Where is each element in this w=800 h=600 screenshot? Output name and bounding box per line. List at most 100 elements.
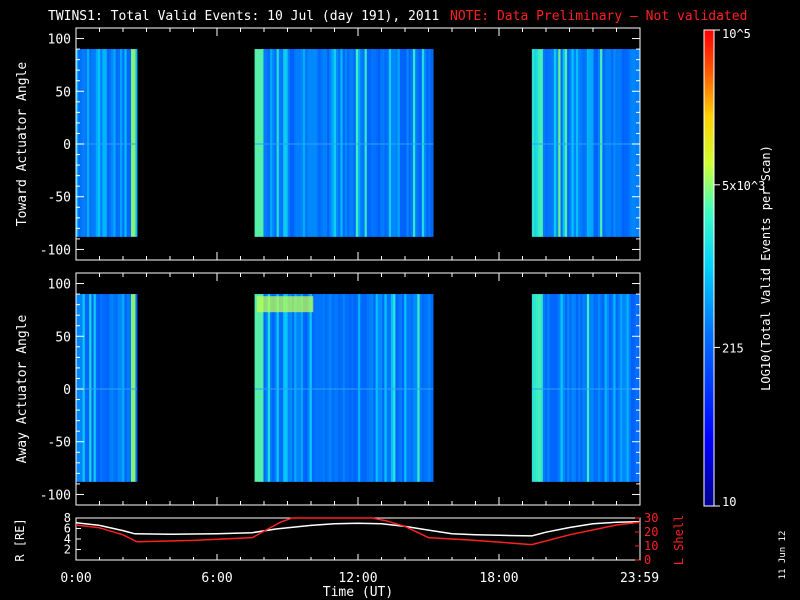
heat-column [615, 294, 618, 482]
heat-column [289, 49, 293, 237]
heat-column [419, 294, 423, 482]
heat-column [331, 294, 335, 482]
heat-column [404, 294, 407, 482]
heat-column [362, 294, 365, 482]
heat-column [384, 49, 387, 237]
heat-column [340, 294, 343, 482]
lshell-tick-label: 10 [644, 539, 658, 553]
heat-column [111, 294, 114, 482]
heat-column [549, 49, 552, 237]
heat-column [430, 294, 434, 482]
heat-column [380, 294, 383, 482]
heat-column [611, 49, 614, 237]
heat-column [109, 49, 112, 237]
time-tick-label: 6:00 [201, 571, 232, 586]
heat-column [619, 49, 623, 237]
time-tick-label: 0:00 [60, 571, 91, 586]
heat-column [80, 49, 83, 237]
heat-column [113, 49, 116, 237]
heat-column [393, 294, 396, 482]
heat-column [622, 294, 625, 482]
heat-column [124, 294, 127, 482]
heat-column [256, 49, 260, 237]
heat-column [593, 49, 596, 237]
heat-column [259, 49, 262, 237]
toward-x-ticks [75, 28, 641, 260]
time-tick-label: 12:00 [338, 571, 377, 586]
heat-column [415, 49, 418, 237]
heat-column [331, 49, 335, 237]
heat-column [578, 49, 581, 237]
heat-column [267, 294, 271, 482]
heat-column [371, 49, 374, 237]
heat-column [542, 294, 546, 482]
heat-column [534, 294, 537, 482]
heat-column [98, 49, 101, 237]
heat-column [382, 294, 385, 482]
heat-column [606, 294, 610, 482]
heat-column [126, 49, 130, 237]
heat-column [558, 294, 561, 482]
heat-column [424, 294, 427, 482]
heat-column [556, 294, 559, 482]
toward-ylabel: Toward Actuator Angle [15, 62, 30, 227]
heat-column [424, 49, 427, 237]
heat-column [267, 49, 271, 237]
heat-column [283, 294, 286, 482]
heat-column [602, 294, 605, 482]
heat-column [349, 49, 352, 237]
heat-column [595, 49, 599, 237]
heat-column [604, 294, 607, 482]
heat-column [287, 294, 291, 482]
heat-column [419, 49, 423, 237]
heat-column [117, 49, 121, 237]
heat-column [551, 49, 555, 237]
heat-column [626, 294, 629, 482]
heat-column [402, 49, 405, 237]
heat-column [98, 294, 101, 482]
zero-angle-streak [76, 388, 138, 390]
heat-column [292, 294, 295, 482]
heat-column [408, 294, 412, 482]
heat-column [575, 294, 579, 482]
heat-column [560, 49, 563, 237]
heat-column [547, 294, 550, 482]
heat-column [318, 49, 321, 237]
heat-column [102, 49, 105, 237]
heat-column [349, 294, 352, 482]
heat-column [604, 49, 607, 237]
time-tick-label: 18:00 [479, 571, 518, 586]
heat-column [296, 49, 299, 237]
heat-column [560, 294, 563, 482]
colorbar-tick-label: 215 [722, 341, 744, 355]
heat-column [344, 49, 348, 237]
heat-column [305, 294, 308, 482]
heat-column [615, 49, 618, 237]
heat-column [571, 294, 574, 482]
toward-y-ticks: 100 50 0 -50 -100 [40, 33, 640, 258]
heat-column [333, 49, 337, 237]
heat-column [102, 294, 105, 482]
heat-column [382, 49, 385, 237]
heat-column [305, 49, 308, 237]
zero-angle-streak [254, 388, 434, 390]
heat-column [589, 49, 592, 237]
heat-column [366, 49, 370, 237]
heat-column [531, 294, 535, 482]
heat-column [542, 49, 546, 237]
heat-column [355, 49, 359, 237]
heat-column [366, 294, 370, 482]
heat-column [329, 49, 332, 237]
heat-column [254, 49, 258, 237]
preliminary-note: NOTE: Data Preliminary – Not validated [450, 9, 747, 24]
heat-column [78, 49, 81, 237]
heat-column [265, 49, 269, 237]
heat-column [430, 49, 434, 237]
heat-column [82, 294, 86, 482]
heat-column [564, 294, 568, 482]
ephemeris-lines [75, 517, 641, 546]
heat-column [597, 49, 601, 237]
heat-column [292, 49, 295, 237]
heat-column [633, 294, 636, 482]
heat-column [320, 294, 324, 482]
